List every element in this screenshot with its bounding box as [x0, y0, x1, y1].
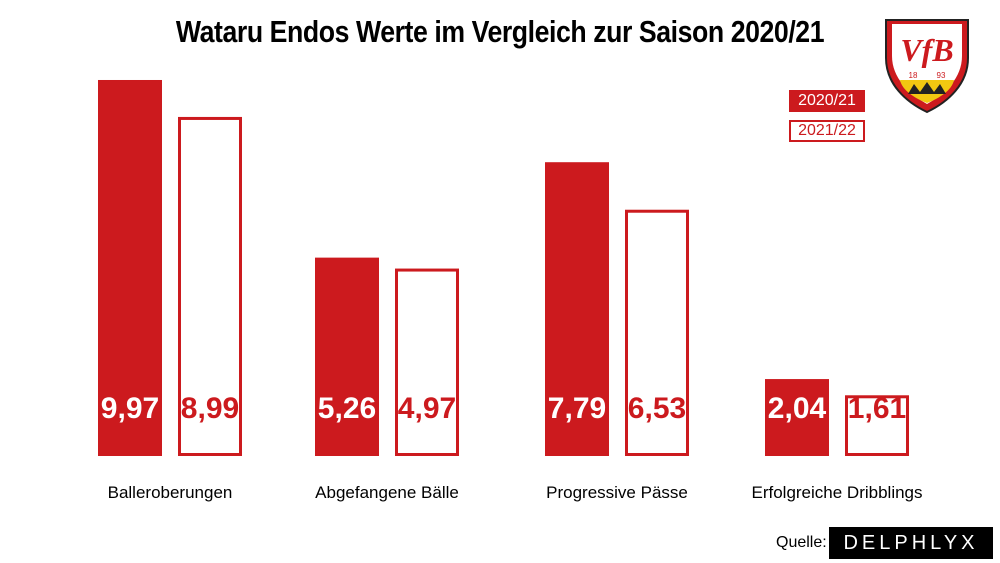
source-label: Quelle:: [776, 534, 827, 551]
data-label-2020-21-1: 5,26: [318, 392, 376, 425]
bar-2020-21-1: [315, 257, 379, 456]
svg-text:18: 18: [909, 71, 918, 80]
category-label-2: Progressive Pässe: [546, 483, 688, 502]
legend-entry-2020-21: 2020/21: [789, 90, 865, 112]
data-label-2021-22-0: 8,99: [181, 392, 239, 425]
bar-2021-22-3: [845, 395, 909, 456]
category-label-1: Abgefangene Bälle: [315, 483, 459, 502]
vfb-crest-icon: VfB 18 93: [885, 19, 969, 114]
category-label-3: Erfolgreiche Dribblings: [751, 483, 922, 502]
crest-text: VfB: [900, 32, 953, 68]
data-label-2020-21-3: 2,04: [768, 392, 827, 425]
source-badge: DELPHLYX: [829, 527, 993, 559]
bar-2020-21-3: [765, 379, 829, 456]
svg-text:93: 93: [937, 71, 946, 80]
bar-2021-22-2: [625, 209, 689, 456]
data-label-2021-22-2: 6,53: [628, 392, 686, 425]
bar-2021-22-0: [178, 116, 242, 456]
bar-2020-21-2: [545, 162, 609, 456]
bar-2021-22-1: [395, 268, 459, 456]
data-label-2021-22-1: 4,97: [398, 392, 456, 425]
legend-entry-2021-22: 2021/22: [789, 120, 865, 142]
data-label-2020-21-0: 9,97: [101, 392, 159, 425]
data-label-2020-21-2: 7,79: [548, 392, 606, 425]
data-label-2021-22-3: 1,61: [848, 392, 906, 425]
bar-2020-21-0: [98, 79, 162, 456]
category-label-0: Balleroberungen: [108, 483, 233, 502]
chart-title: Wataru Endos Werte im Vergleich zur Sais…: [175, 14, 825, 49]
